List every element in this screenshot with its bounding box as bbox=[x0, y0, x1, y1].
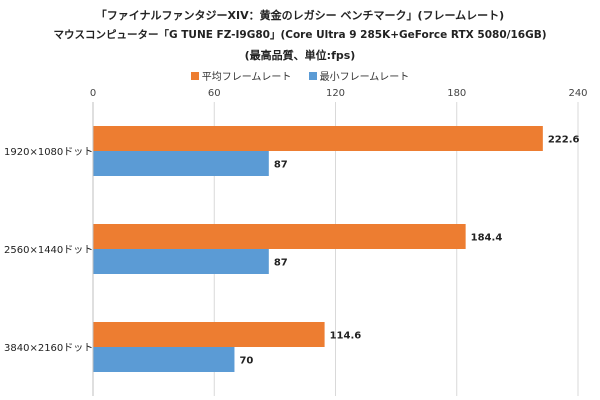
bar-minimum bbox=[93, 249, 269, 274]
data-label-minimum: 70 bbox=[239, 356, 253, 367]
bar-average bbox=[93, 322, 325, 347]
chart-unit-note: (最高品質、単位:fps) bbox=[244, 49, 356, 62]
data-label-average: 114.6 bbox=[330, 331, 362, 342]
bar-minimum bbox=[93, 347, 235, 372]
x-tick-label: 180 bbox=[447, 88, 466, 99]
data-label-average: 184.4 bbox=[471, 233, 503, 244]
legend: 平均フレームレート 最小フレームレート bbox=[0, 68, 600, 83]
chart-title: 「ファイナルファンタジーXIV：黄金のレガシー ベンチマーク」(フレームレート) bbox=[95, 9, 505, 22]
legend-swatch-minimum bbox=[308, 72, 317, 80]
x-tick-label: 0 bbox=[90, 88, 96, 99]
data-label-minimum: 87 bbox=[274, 160, 288, 171]
legend-item-average: 平均フレームレート bbox=[190, 68, 292, 83]
bar-minimum bbox=[93, 151, 269, 176]
data-label-minimum: 87 bbox=[274, 258, 288, 269]
data-label-average: 222.6 bbox=[548, 135, 580, 146]
chart-subtitle: マウスコンピューター「G TUNE FZ-I9G80」(Core Ultra 9… bbox=[53, 29, 547, 41]
category-label: 2560×1440ドット bbox=[4, 245, 93, 256]
x-tick-label: 60 bbox=[208, 88, 221, 99]
x-tick-label: 120 bbox=[326, 88, 345, 99]
legend-item-minimum: 最小フレームレート bbox=[308, 68, 410, 83]
category-label: 1920×1080ドット bbox=[4, 147, 93, 158]
legend-swatch-average bbox=[190, 72, 199, 80]
bar-average bbox=[93, 126, 543, 151]
category-label: 3840×2160ドット bbox=[4, 343, 93, 354]
legend-label-minimum: 最小フレームレート bbox=[319, 72, 410, 83]
bar-average bbox=[93, 224, 466, 249]
x-tick-label: 240 bbox=[568, 88, 587, 99]
legend-label-average: 平均フレームレート bbox=[201, 72, 292, 83]
